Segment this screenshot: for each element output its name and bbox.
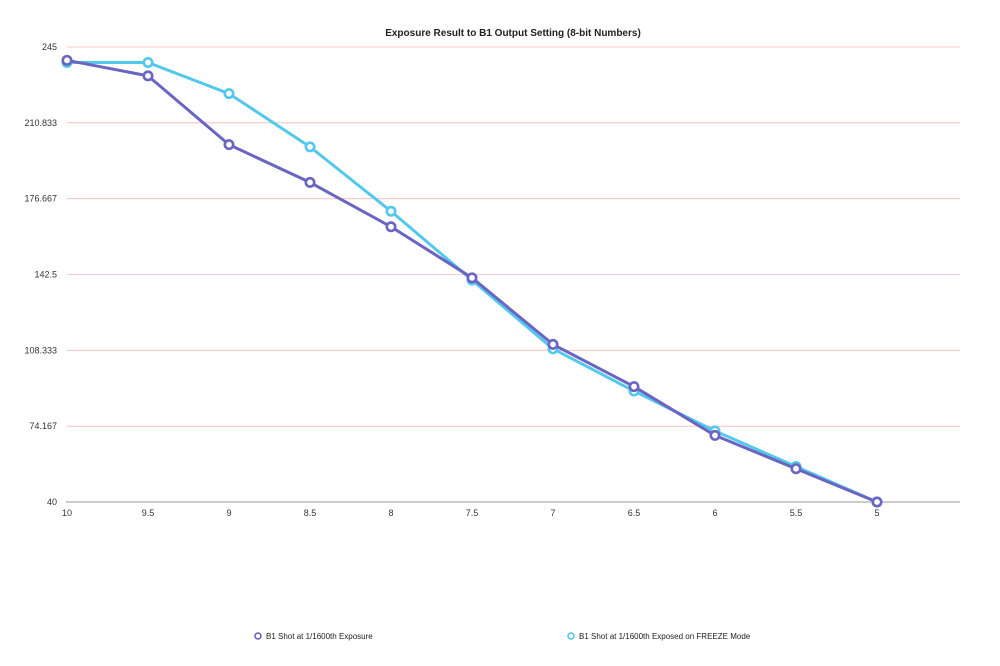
- legend-marker-2: [567, 632, 575, 640]
- y-tick-label: 245: [42, 42, 57, 52]
- data-point-series-1: [385, 221, 397, 233]
- data-point-series-2: [304, 141, 316, 153]
- data-point-series-2: [385, 205, 397, 217]
- legend-marker-1: [254, 632, 262, 640]
- x-tick-label: 10: [62, 508, 72, 518]
- data-point-series-1: [547, 338, 559, 350]
- data-point-series-2: [223, 88, 235, 100]
- legend-label-1: B1 Shot at 1/1600th Exposure: [266, 632, 373, 641]
- series-layer: [61, 54, 883, 508]
- legend-label-2: B1 Shot at 1/1600th Exposed on FREEZE Mo…: [579, 632, 751, 641]
- data-point-series-1: [790, 463, 802, 475]
- x-tick-label: 9: [226, 508, 231, 518]
- data-point-series-2: [142, 57, 154, 69]
- x-tick-label: 6: [712, 508, 717, 518]
- x-tick-label: 5.5: [790, 508, 803, 518]
- legend: B1 Shot at 1/1600th Exposure B1 Shot at 1…: [254, 632, 751, 641]
- x-tick-label: 7.5: [466, 508, 479, 518]
- data-point-series-1: [142, 70, 154, 82]
- data-point-series-1: [304, 176, 316, 188]
- data-point-series-1: [61, 54, 73, 66]
- y-tick-label: 142.5: [34, 270, 57, 280]
- y-tick-label: 176.667: [24, 194, 57, 204]
- x-tick-label: 6.5: [628, 508, 641, 518]
- axes: 40 74.167 108.333 142.5 176.667 210.833 245 10 9…: [24, 42, 960, 518]
- grid-lines: [67, 46, 960, 427]
- x-tick-label: 8.5: [304, 508, 317, 518]
- data-point-series-1: [223, 139, 235, 151]
- data-point-series-1: [709, 429, 721, 441]
- y-tick-label: 74.167: [29, 421, 57, 431]
- x-tick-label: 8: [388, 508, 393, 518]
- chart-title: Exposure Result to B1 Output Setting (8-…: [385, 28, 641, 39]
- y-tick-label: 210.833: [24, 118, 57, 128]
- data-point-series-1: [871, 496, 883, 508]
- data-point-series-1: [466, 272, 478, 284]
- x-tick-label: 5: [874, 508, 879, 518]
- y-tick-label: 108.333: [24, 345, 57, 355]
- x-tick-label: 9.5: [142, 508, 155, 518]
- y-tick-label: 40: [47, 497, 57, 507]
- x-tick-label: 7: [550, 508, 555, 518]
- data-point-series-1: [628, 381, 640, 393]
